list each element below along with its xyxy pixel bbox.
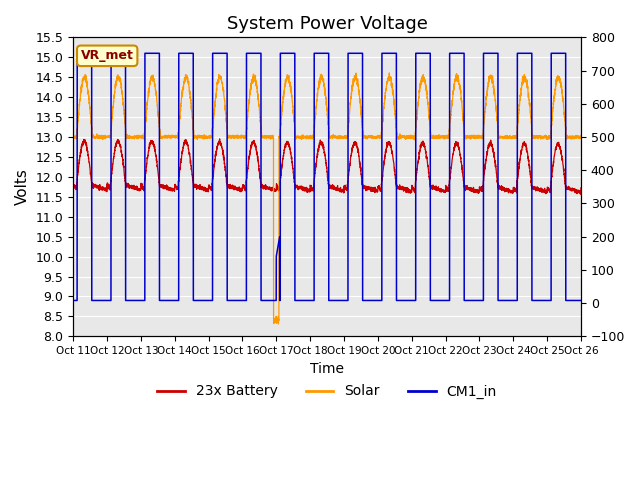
Legend: 23x Battery, Solar, CM1_in: 23x Battery, Solar, CM1_in — [152, 379, 502, 404]
X-axis label: Time: Time — [310, 361, 344, 376]
Text: VR_met: VR_met — [81, 49, 134, 62]
Title: System Power Voltage: System Power Voltage — [227, 15, 428, 33]
Y-axis label: Volts: Volts — [15, 168, 30, 205]
